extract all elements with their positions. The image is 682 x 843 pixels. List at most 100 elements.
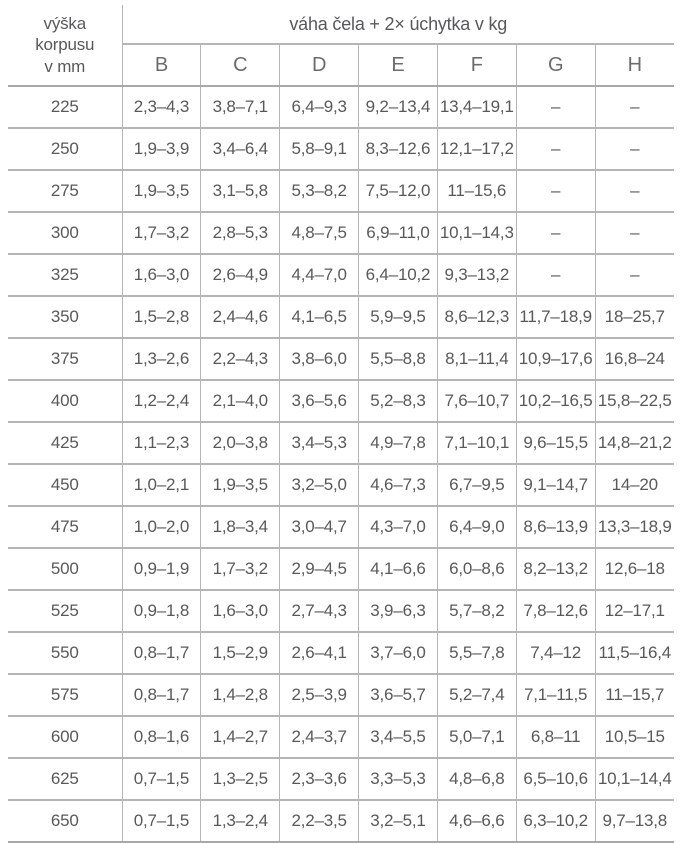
weight-range-cell: 1,2–2,4 [121, 380, 201, 423]
table-row: 225 2,3–4,3 3,8–7,1 6,4–9,3 9,2–13,4 13,4–19,… [8, 86, 674, 129]
weight-range-cell: 12,1–17,2 [436, 128, 517, 171]
weight-range-cell: 0,7–1,5 [121, 758, 201, 801]
weight-range-cell: – [515, 254, 596, 297]
weight-range-cell: – [515, 170, 596, 213]
weight-range-cell: 2,4–3,7 [279, 716, 359, 759]
row-height-cell: 225 [8, 86, 122, 129]
weight-range-cell: 1,5–2,9 [200, 632, 280, 675]
weight-range-cell: 1,1–2,3 [121, 422, 201, 465]
weight-range-cell: 1,0–2,1 [121, 464, 201, 507]
row-height-cell: 475 [8, 506, 122, 549]
weight-range-cell: 8,3–12,6 [358, 128, 438, 171]
weight-range-cell: 9,3–13,2 [436, 254, 517, 297]
row-height-cell: 525 [8, 590, 122, 633]
weight-range-cell: 7,1–11,5 [515, 674, 596, 717]
weight-range-cell: 14–20 [594, 464, 674, 507]
weight-range-cell: 10,1–14,4 [594, 758, 674, 801]
weight-range-cell: 14,8–21,2 [594, 422, 674, 465]
weight-range-cell: 1,8–3,4 [200, 506, 280, 549]
weight-range-cell: 3,1–5,8 [200, 170, 280, 213]
weight-range-cell: 1,9–3,5 [121, 170, 201, 213]
weight-range-cell: 6,7–9,5 [436, 464, 517, 507]
weight-range-cell: – [594, 170, 674, 213]
weight-range-cell: 2,3–3,6 [279, 758, 359, 801]
table-body: 225 2,3–4,3 3,8–7,1 6,4–9,3 9,2–13,4 13,4–19,… [8, 86, 674, 843]
weight-range-cell: – [594, 254, 674, 297]
table-row: 275 1,9–3,5 3,1–5,8 5,3–8,2 7,5–12,0 11–15,6–… [8, 170, 674, 213]
weight-range-cell: 2,3–4,3 [121, 86, 201, 129]
weight-range-cell: 4,9–7,8 [358, 422, 438, 465]
group-header-row: výška korpusu v mm váha čela + 2× úchytk… [8, 5, 674, 87]
row-height-cell: 425 [8, 422, 122, 465]
table-row: 325 1,6–3,0 2,6–4,9 4,4–7,0 6,4–10,2 9,3–13,2… [8, 254, 674, 297]
weight-range-cell: – [594, 86, 674, 129]
table-row: 450 1,0–2,1 1,9–3,5 3,2–5,0 4,6–7,3 6,7–9,5 9,… [8, 464, 674, 507]
weight-range-cell: 0,7–1,5 [121, 800, 201, 843]
weight-range-cell: 16,8–24 [594, 338, 674, 381]
weight-range-cell: 10,2–16,5 [515, 380, 596, 423]
weight-range-cell: 9,6–15,5 [515, 422, 596, 465]
weight-range-cell: 3,3–5,3 [358, 758, 438, 801]
weight-range-cell: 4,1–6,5 [279, 296, 359, 339]
weight-range-cell: 2,1–4,0 [200, 380, 280, 423]
row-height-cell: 275 [8, 170, 122, 213]
table-row: 625 0,7–1,5 1,3–2,5 2,3–3,6 3,3–5,3 4,8–6,8 6,… [8, 758, 674, 801]
table-row: 300 1,7–3,2 2,8–5,3 4,8–7,5 6,9–11,0 10,1–14,… [8, 212, 674, 255]
weight-range-cell: 3,8–6,0 [279, 338, 359, 381]
weight-range-cell: 2,2–3,5 [279, 800, 359, 843]
weight-range-cell: 11–15,6 [436, 170, 517, 213]
row-height-cell: 400 [8, 380, 122, 423]
table-row: 600 0,8–1,6 1,4–2,7 2,4–3,7 3,4–5,5 5,0–7,1 6,… [8, 716, 674, 759]
table-row: 525 0,9–1,8 1,6–3,0 2,7–4,3 3,9–6,3 5,7–8,2 7,… [8, 590, 674, 633]
weight-range-cell: 3,4–5,5 [358, 716, 438, 759]
weight-range-cell: 4,8–7,5 [279, 212, 359, 255]
weight-range-cell: 2,4–4,6 [200, 296, 280, 339]
column-header-c: C [200, 44, 280, 87]
weight-range-cell: 0,9–1,9 [121, 548, 201, 591]
row-axis-header: výška korpusu v mm [8, 5, 122, 87]
weight-range-cell: 5,5–8,8 [358, 338, 438, 381]
weight-range-cell: 1,7–3,2 [121, 212, 201, 255]
weight-range-cell: 4,6–6,6 [436, 800, 517, 843]
weight-range-cell: 6,0–8,6 [436, 548, 517, 591]
weight-range-cell: 13,3–18,9 [594, 506, 674, 549]
weight-range-cell: – [594, 212, 674, 255]
column-header-d: D [279, 44, 359, 87]
weight-table: výška korpusu v mm váha čela + 2× úchytk… [8, 5, 674, 843]
weight-range-cell: 3,6–5,7 [358, 674, 438, 717]
weight-range-cell: 0,9–1,8 [121, 590, 201, 633]
weight-range-cell: 8,2–13,2 [515, 548, 596, 591]
weight-range-cell: 11,7–18,9 [515, 296, 596, 339]
weight-range-cell: 1,4–2,8 [200, 674, 280, 717]
weight-range-cell: 9,7–13,8 [594, 800, 674, 843]
weight-range-cell: 6,4–10,2 [358, 254, 438, 297]
column-header-b: B [121, 44, 201, 87]
weight-range-cell: 6,5–10,6 [515, 758, 596, 801]
weight-range-cell: 3,7–6,0 [358, 632, 438, 675]
weight-range-cell: 12–17,1 [594, 590, 674, 633]
weight-range-cell: 3,9–6,3 [358, 590, 438, 633]
weight-range-cell: 0,8–1,6 [121, 716, 201, 759]
table-row: 400 1,2–2,4 2,1–4,0 3,6–5,6 5,2–8,3 7,6–10,7 1… [8, 380, 674, 423]
weight-range-cell: 5,2–7,4 [436, 674, 517, 717]
weight-range-cell: 0,8–1,7 [121, 632, 201, 675]
weight-range-cell: 5,7–8,2 [436, 590, 517, 633]
weight-range-cell: 1,0–2,0 [121, 506, 201, 549]
weight-range-cell: 5,8–9,1 [279, 128, 359, 171]
weight-range-cell: 1,3–2,5 [200, 758, 280, 801]
weight-range-cell: 7,8–12,6 [515, 590, 596, 633]
weight-range-cell: 18–25,7 [594, 296, 674, 339]
row-height-cell: 350 [8, 296, 122, 339]
weight-range-cell: 10,1–14,3 [436, 212, 517, 255]
weight-range-cell: 1,7–3,2 [200, 548, 280, 591]
weight-range-cell: 5,9–9,5 [358, 296, 438, 339]
weight-range-cell: 1,3–2,4 [200, 800, 280, 843]
weight-range-cell: 2,0–3,8 [200, 422, 280, 465]
weight-range-cell: 11,5–16,4 [594, 632, 674, 675]
weight-range-cell: 6,4–9,3 [279, 86, 359, 129]
row-height-cell: 450 [8, 464, 122, 507]
table-row: 250 1,9–3,9 3,4–6,4 5,8–9,1 8,3–12,6 12,1–17,… [8, 128, 674, 171]
column-header-h: H [594, 44, 674, 87]
weight-range-cell: 2,8–5,3 [200, 212, 280, 255]
